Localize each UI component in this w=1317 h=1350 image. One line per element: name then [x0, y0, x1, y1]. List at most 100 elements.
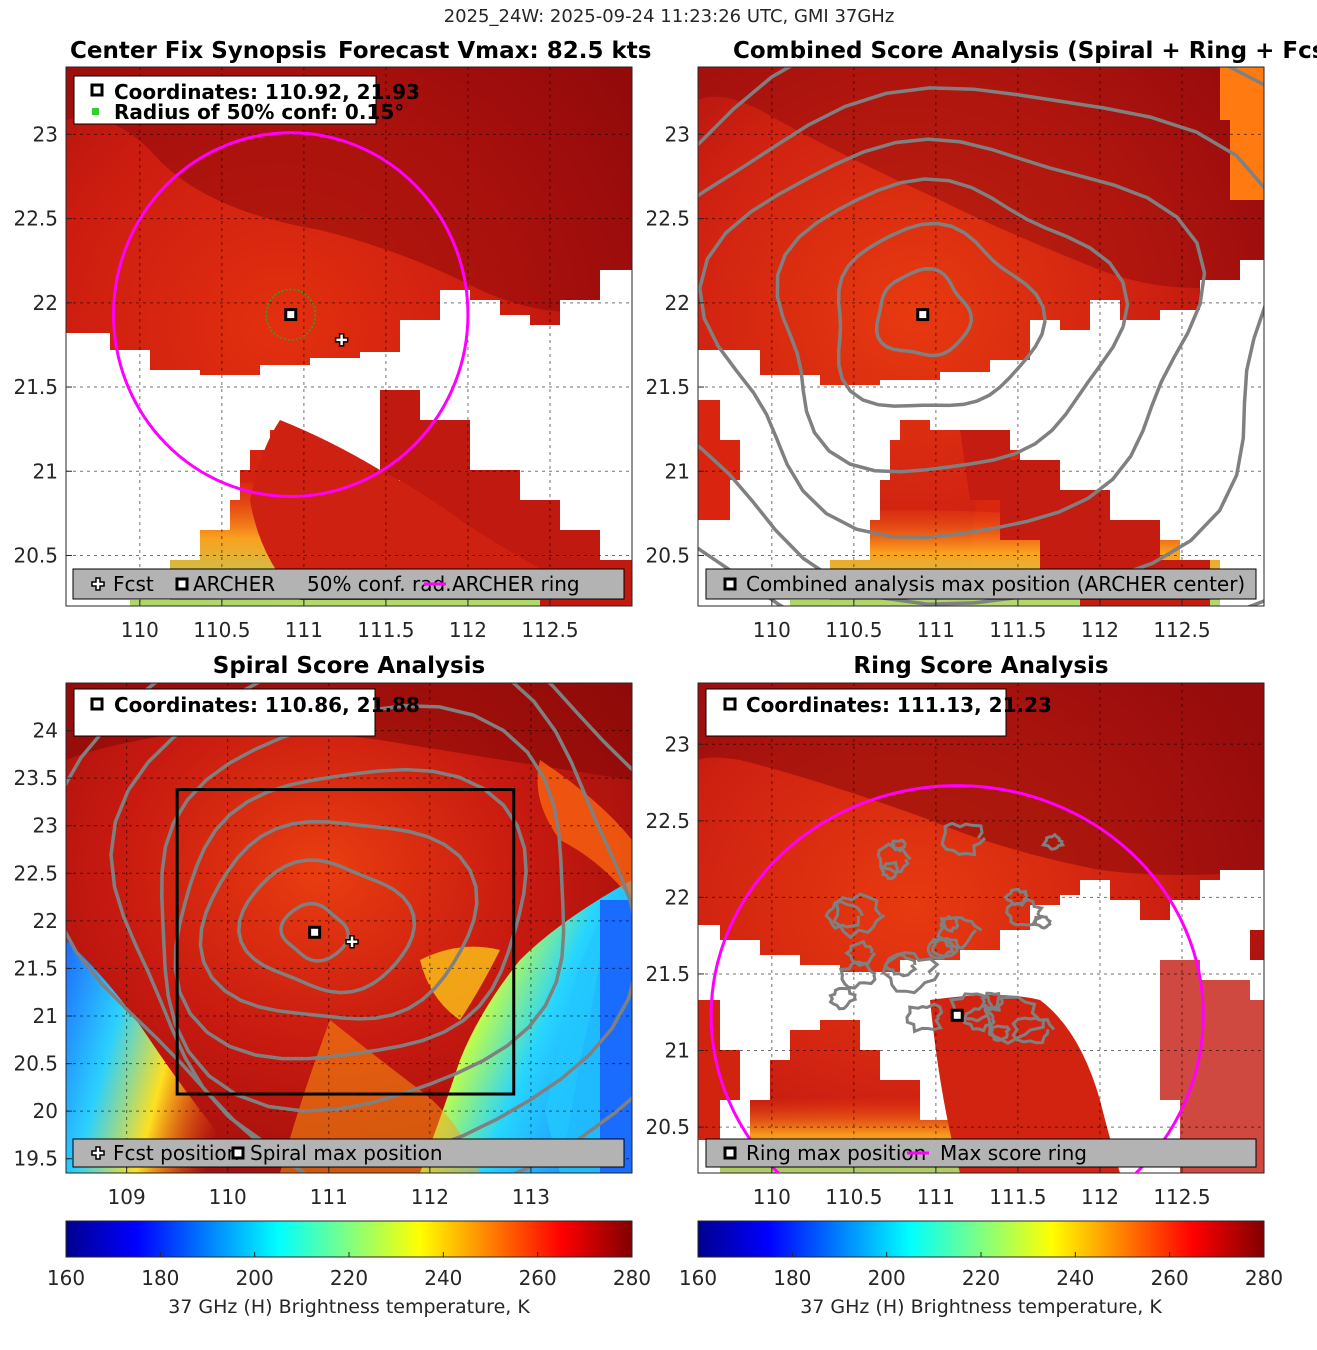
green-dot-icon: [92, 108, 99, 115]
y-tick-label: 21: [665, 459, 690, 483]
x-tick-label: 112: [411, 1185, 449, 1209]
ring-legend: Ring max position Max score ring: [705, 1138, 1257, 1168]
combined-axes-box: [697, 66, 1265, 607]
x-tick-label: 111.5: [989, 618, 1046, 642]
score-contour: [279, 901, 351, 963]
y-tick-label: 22: [33, 291, 58, 315]
synopsis-ticks: 110 110.5 111 111.5 112 112.5 20.5 21 21.5 22 22.5…: [13, 122, 578, 642]
spiral-marks: [308, 925, 359, 949]
max-score-ring: [709, 784, 1205, 1173]
combined-grid: [698, 67, 1264, 606]
spiral-search-box: [175, 788, 516, 1096]
colorbar-tick-label: 260: [519, 1266, 557, 1290]
x-tick-label: 111.5: [989, 1185, 1046, 1209]
score-contour: [160, 704, 566, 1113]
legend-archer-ring: ARCHER ring: [452, 572, 580, 596]
x-tick-label: 111.5: [357, 618, 414, 642]
y-tick-label: 22: [33, 909, 58, 933]
spiral-info-box: Coordinates: 110.86, 21.88: [73, 688, 420, 737]
archer-ring: [112, 131, 470, 499]
panel-spiral-score: Spiral Score Analysis 109 110 111 112 113 19.…: [13, 653, 633, 1209]
spiral-ticks: 109 110 111 112 113 19.5 20 20.5 21 21.5 22 22.5 23 2…: [13, 719, 550, 1209]
spiral-title: Spiral Score Analysis: [213, 653, 485, 679]
y-tick-label: 21: [33, 459, 58, 483]
combined-ticks: 110 110.5 111 111.5 112 112.5 20.5 21 21.5 22 22.5…: [645, 122, 1210, 642]
panel-center-fix-synopsis: Center Fix Synopsis Forecast Vmax: 82.5 …: [13, 38, 651, 642]
y-tick-label: 22.5: [13, 207, 58, 231]
y-tick-label: 22.5: [645, 207, 690, 231]
combined-marks: [916, 308, 930, 322]
x-tick-label: 111: [917, 618, 955, 642]
legend-max-score-ring: Max score ring: [940, 1141, 1087, 1165]
colorbar-tick-label: 260: [1151, 1266, 1189, 1290]
synopsis-radius-conf: Radius of 50% conf: 0.15°: [114, 100, 404, 124]
synopsis-coordinates: Coordinates: 110.92, 21.93: [114, 80, 420, 104]
y-tick-label: 22.5: [13, 861, 58, 885]
colorbar-tick-label: 160: [679, 1266, 717, 1290]
legend-fcst-position: Fcst position: [113, 1141, 239, 1165]
x-tick-label: 112: [1081, 1185, 1119, 1209]
x-tick-label: 110.5: [825, 1185, 882, 1209]
y-tick-label: 21: [33, 1004, 58, 1028]
colorbar-tick-label: 220: [330, 1266, 368, 1290]
ring-axes-box: [697, 682, 1265, 1174]
ring-score-contour: [935, 916, 983, 950]
ring-score-contour: [890, 838, 907, 853]
x-tick-label: 109: [108, 1185, 146, 1209]
fcst-position-marker: [345, 935, 359, 949]
ring-info-box: Coordinates: 111.13, 21.23: [705, 688, 1052, 737]
colorbar-tick-label: 200: [868, 1266, 906, 1290]
y-tick-label: 19.5: [13, 1147, 58, 1171]
y-tick-label: 20.5: [645, 543, 690, 567]
ring-score-contour: [930, 937, 961, 958]
ring-score-contour: [980, 991, 1005, 1012]
y-tick-label: 21.5: [645, 962, 690, 986]
synopsis-grid: [66, 67, 632, 606]
ring-square-icon: [723, 1146, 737, 1160]
conf-radius-circle: [265, 288, 317, 341]
colorbar-tick-label: 160: [47, 1266, 85, 1290]
colorbar-right-label: 37 GHz (H) Brightness temperature, K: [800, 1296, 1162, 1318]
y-tick-label: 21: [665, 1039, 690, 1063]
spiral-coordinates: Coordinates: 110.86, 21.88: [114, 693, 420, 717]
ring-title: Ring Score Analysis: [853, 653, 1108, 679]
colorbar-tick-label: 200: [236, 1266, 274, 1290]
figure-suptitle: 2025_24W: 2025-09-24 11:23:26 UTC, GMI 3…: [444, 6, 895, 27]
y-tick-label: 21.5: [645, 375, 690, 399]
x-tick-label: 111: [310, 1185, 348, 1209]
combined-legend: Combined analysis max position (ARCHER c…: [705, 568, 1257, 600]
score-contour: [698, 137, 1207, 540]
spiral-square-icon: [90, 697, 104, 711]
ring-ticks: 110 110.5 111 111.5 112 112.5 20.5 21 21.5 22 22.5…: [645, 732, 1210, 1209]
x-tick-label: 110: [209, 1185, 247, 1209]
x-tick-label: 113: [512, 1185, 550, 1209]
ring-score-contour: [844, 939, 877, 966]
spiral-square-icon: [231, 1146, 245, 1160]
synopsis-brightness-field: [66, 67, 632, 606]
panel-ring-score: Ring Score Analysis 110 110.5 111 111.5 112 1…: [645, 653, 1265, 1209]
y-tick-label: 23: [665, 122, 690, 146]
ring-score-contour: [1005, 897, 1045, 927]
colorbar-right-gradient: [697, 1220, 1265, 1258]
fcst-position-marker: [334, 333, 349, 347]
colorbar-left-ticks: 160 180 200 220 240 260 280: [47, 1252, 651, 1290]
ring-score-contour: [828, 987, 858, 1011]
synopsis-title: Center Fix Synopsis: [70, 38, 327, 64]
legend-spiral-max: Spiral max position: [250, 1141, 443, 1165]
ring-brightness-field: [698, 683, 1264, 1173]
x-tick-label: 110.5: [825, 618, 882, 642]
score-contour: [836, 221, 1047, 408]
y-tick-label: 23: [33, 122, 58, 146]
score-contour: [198, 820, 479, 1021]
x-tick-label: 110: [121, 618, 159, 642]
x-tick-label: 110: [753, 1185, 791, 1209]
ring-marks: [709, 784, 1205, 1173]
y-tick-label: 24: [33, 719, 58, 743]
ring-score-contour: [1003, 887, 1029, 907]
archer-center-marker: [284, 308, 298, 322]
spiral-axes-box: [65, 682, 633, 1174]
y-tick-label: 22: [665, 885, 690, 909]
ring-score-contour: [948, 992, 998, 1023]
archer-square-icon: [723, 577, 737, 591]
